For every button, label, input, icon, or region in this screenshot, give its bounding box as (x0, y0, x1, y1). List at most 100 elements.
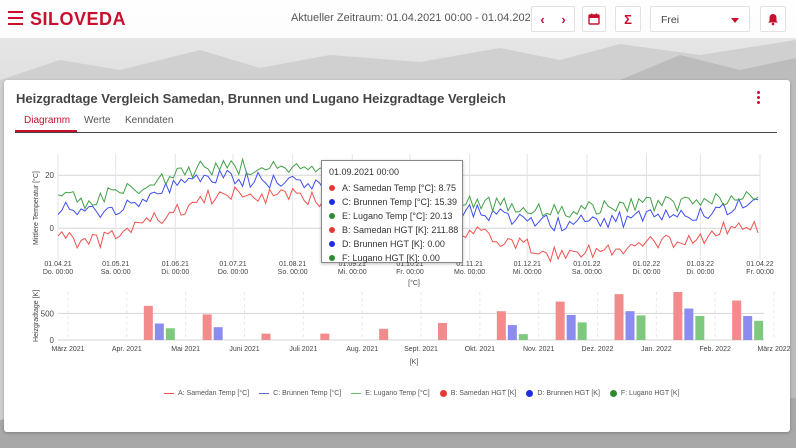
x-tick-sublabel: Sa. 00:00 (101, 269, 131, 276)
x-tick-label: Nov. 2021 (523, 346, 554, 353)
series-dot (329, 199, 335, 205)
x-tick-sublabel: Di. 00:00 (633, 269, 661, 276)
chevron-right-icon[interactable]: › (561, 11, 566, 27)
legend-dot-marker (439, 389, 447, 397)
bar (143, 305, 153, 340)
tooltip-row-text: D: Brunnen HGT [K]: 0.00 (342, 239, 445, 249)
legend-item[interactable]: D: Brunnen HGT [K] (526, 389, 600, 397)
x-tick-label: Juni 2021 (229, 346, 259, 353)
y-tick-label: 0 (50, 336, 55, 345)
x-tick-sublabel: Fr. 00:00 (396, 269, 424, 276)
x-tick-label: 01.09.21 (339, 261, 366, 268)
card-title: Heizgradtage Vergleich Samedan, Brunnen … (16, 91, 506, 106)
x-tick-label: 01.03.22 (687, 261, 714, 268)
bar (695, 316, 705, 340)
x-tick-label: Juli 2021 (289, 346, 317, 353)
bell-icon (768, 13, 778, 25)
x-tick-label: 01.02.22 (633, 261, 660, 268)
series-dot (329, 227, 335, 233)
bar (261, 333, 271, 340)
bar (213, 327, 223, 340)
legend-dot-marker (526, 389, 534, 397)
notifications-button[interactable] (760, 6, 786, 32)
x-tick-label: Aug. 2021 (346, 346, 378, 353)
x-axis-label: [K] (410, 359, 419, 366)
bar (438, 322, 447, 340)
x-tick-sublabel: Fr. 00:00 (746, 269, 774, 276)
tab-diagramm[interactable]: Diagramm (24, 115, 71, 126)
period-select-value: Frei (661, 14, 680, 26)
app-brand[interactable]: SILOVEDA (30, 9, 127, 29)
bar (518, 334, 528, 340)
x-tick-label: 01.07.21 (219, 261, 246, 268)
x-tick-sublabel: So. 00:00 (278, 269, 308, 276)
chart-legend: A: Samedan Temp [°C] C: Brunnen Temp [°C]… (164, 386, 690, 400)
bar (754, 320, 764, 340)
x-tick-label: März 2021 (51, 346, 84, 353)
x-tick-sublabel: Mi. 00:00 (338, 269, 367, 276)
legend-label: D: Brunnen HGT [K] (537, 389, 600, 397)
x-tick-sublabel: Di. 00:00 (161, 269, 189, 276)
bar (379, 328, 389, 340)
x-tick-label: 01.10.21 (396, 261, 423, 268)
x-tick-sublabel: Sa. 00:00 (572, 269, 602, 276)
tooltip-row-text: A: Samedan Temp [°C]: 8.75 (342, 183, 456, 193)
legend-item[interactable]: C: Brunnen Temp [°C] (259, 390, 341, 397)
more-vert-icon[interactable] (754, 91, 762, 105)
tab-kenndaten[interactable]: Kenndaten (125, 115, 174, 126)
x-tick-label: März 2022 (757, 346, 790, 353)
tooltip-row-text: B: Samedan HGT [K]: 211.88 (342, 225, 459, 235)
x-tick-sublabel: Mi. 00:00 (513, 269, 542, 276)
legend-line-marker (351, 392, 362, 394)
bar (154, 323, 164, 340)
tooltip-row: A: Samedan Temp [°C]: 8.75 (329, 181, 462, 195)
sum-button[interactable]: Σ (615, 6, 641, 32)
bar (614, 294, 624, 340)
legend-item[interactable]: E: Lugano Temp [°C] (351, 390, 430, 397)
x-tick-label: 01.04.22 (746, 261, 773, 268)
chart-card: Heizgradtage Vergleich Samedan, Brunnen … (4, 80, 790, 432)
legend-label: F: Lugano HGT [K] (620, 389, 680, 397)
tooltip-row: F: Lugano HGT [K]: 0.00 (329, 251, 462, 265)
bar (577, 322, 587, 340)
x-tick-label: Sept. 2021 (404, 346, 438, 353)
bar (496, 311, 506, 340)
bar (507, 325, 517, 340)
legend-line-marker (164, 392, 174, 394)
x-tick-label: Mai 2021 (171, 346, 200, 353)
x-tick-label: Feb. 2022 (699, 346, 731, 353)
legend-item[interactable]: F: Lugano HGT [K] (609, 389, 680, 397)
legend-label: B: Samedan HGT [K] (450, 389, 517, 397)
calendar-icon (588, 13, 600, 25)
active-tab-indicator (15, 130, 77, 132)
tab-werte[interactable]: Werte (84, 115, 111, 126)
y-tick-label: 500 (41, 309, 55, 318)
calendar-button[interactable] (582, 6, 606, 32)
bar (743, 316, 753, 340)
caret-down-icon (731, 18, 739, 23)
x-tick-sublabel: Mo. 00:00 (454, 269, 485, 276)
x-tick-sublabel: Do. 00:00 (43, 269, 73, 276)
period-select[interactable]: Frei (650, 6, 750, 32)
legend-item[interactable]: B: Samedan HGT [K] (439, 389, 517, 397)
x-tick-label: Okt. 2021 (465, 346, 495, 353)
menu-icon[interactable] (8, 11, 23, 26)
series-dot (329, 213, 335, 219)
tab-bar: Diagramm Werte Kenndaten (15, 114, 777, 133)
legend-dot-marker (609, 389, 617, 397)
x-tick-label: 01.01.22 (573, 261, 600, 268)
tooltip-row: C: Brunnen Temp [°C]: 15.39 (329, 195, 462, 209)
y-tick-label: 0 (50, 224, 55, 233)
x-tick-label: 01.11.21 (456, 261, 483, 268)
legend-item[interactable]: A: Samedan Temp [°C] (164, 390, 249, 397)
y-axis-label: Heizgradtage [K] (33, 290, 40, 342)
tooltip-row-text: C: Brunnen Temp [°C]: 15.39 (342, 197, 457, 207)
bar (625, 311, 635, 340)
bar (165, 328, 175, 340)
legend-label: E: Lugano Temp [°C] (365, 389, 430, 397)
tooltip-row: E: Lugano Temp [°C]: 20.13 (329, 209, 462, 223)
x-tick-label: Jan. 2022 (641, 346, 672, 353)
top-bar: SILOVEDA Aktueller Zeitraum: 01.04.2021 … (0, 0, 796, 38)
tooltip-title: 01.09.2021 00:00 (329, 167, 400, 177)
chevron-left-icon[interactable]: ‹ (540, 11, 545, 27)
